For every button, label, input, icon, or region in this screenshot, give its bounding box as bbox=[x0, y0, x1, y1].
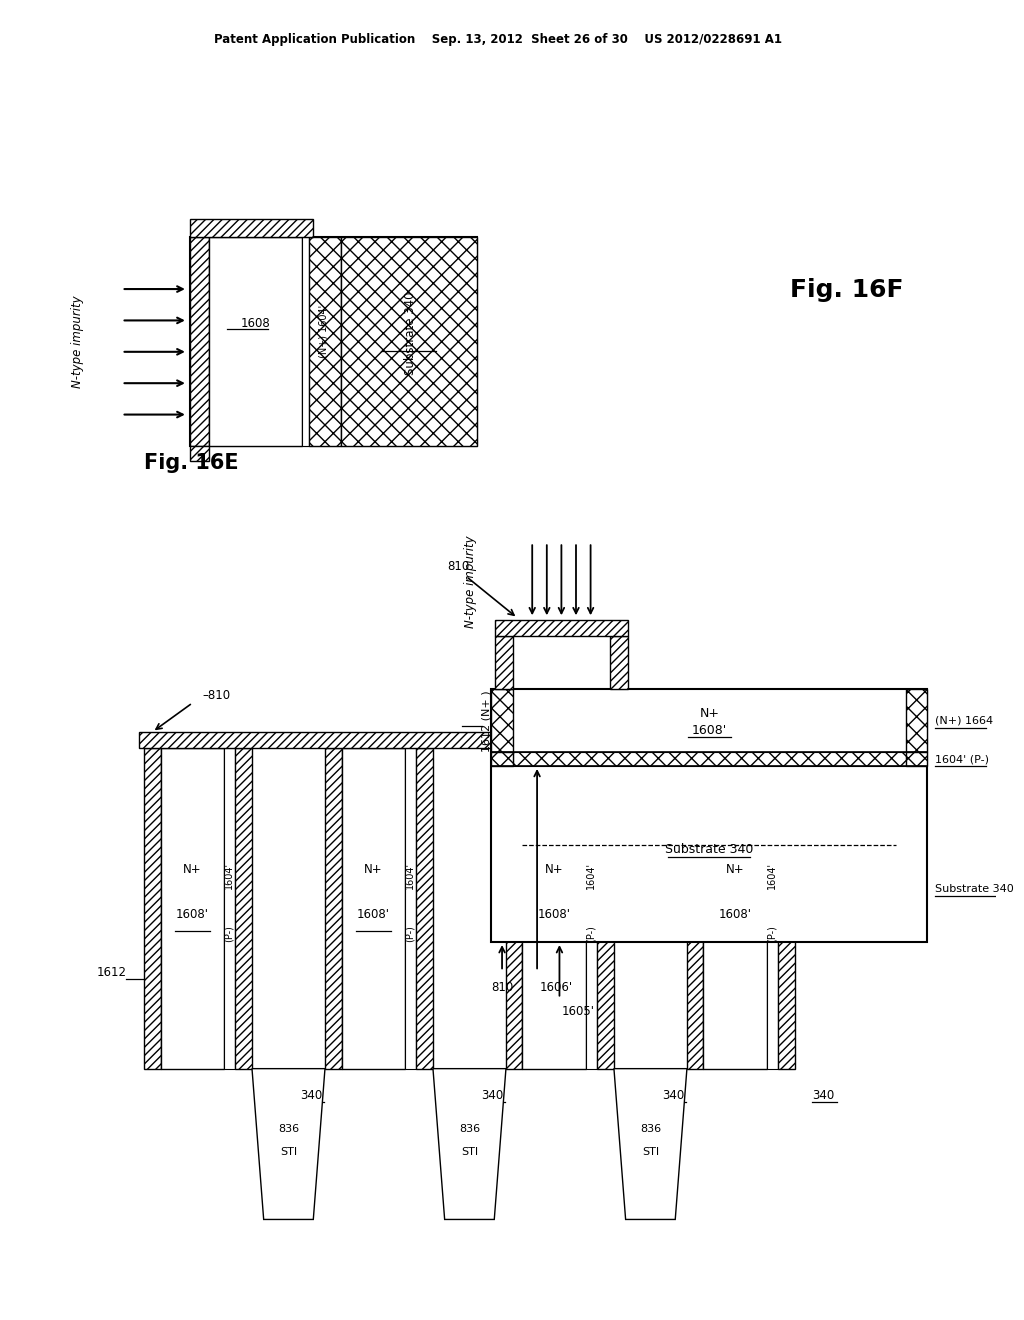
Bar bbox=[302, 236, 309, 446]
Bar bbox=[496, 620, 628, 636]
Text: N+: N+ bbox=[183, 863, 202, 876]
Text: 1604': 1604' bbox=[586, 862, 596, 890]
Bar bbox=[703, 747, 767, 1069]
Text: (N+) 1664: (N+) 1664 bbox=[935, 715, 993, 726]
Text: Patent Application Publication    Sep. 13, 2012  Sheet 26 of 30    US 2012/02286: Patent Application Publication Sep. 13, … bbox=[214, 33, 782, 46]
Text: 1608: 1608 bbox=[241, 317, 270, 330]
Bar bbox=[767, 747, 778, 1069]
Text: Substrate 340: Substrate 340 bbox=[666, 842, 754, 855]
Text: N+: N+ bbox=[545, 863, 563, 876]
Text: 1612: 1612 bbox=[96, 966, 127, 979]
Bar bbox=[506, 747, 522, 1069]
Text: 1608': 1608' bbox=[176, 908, 209, 921]
Bar bbox=[778, 747, 795, 1069]
Bar bbox=[209, 236, 302, 446]
Text: Fig. 16F: Fig. 16F bbox=[790, 279, 903, 302]
Text: Substrate 340: Substrate 340 bbox=[404, 292, 417, 375]
Text: (N+) 1604': (N+) 1604' bbox=[318, 305, 328, 358]
Text: STI: STI bbox=[280, 1147, 297, 1156]
Bar bbox=[610, 636, 628, 689]
Text: N-type impurity: N-type impurity bbox=[465, 535, 477, 627]
Text: (P-): (P-) bbox=[767, 925, 776, 942]
Text: Substrate 340: Substrate 340 bbox=[935, 884, 1014, 895]
Bar bbox=[139, 733, 800, 747]
Text: 1608': 1608' bbox=[538, 908, 570, 921]
Polygon shape bbox=[433, 1069, 506, 1220]
Polygon shape bbox=[252, 1069, 325, 1220]
Bar bbox=[309, 236, 341, 446]
Bar bbox=[224, 747, 236, 1069]
Text: 1612 (N+ ): 1612 (N+ ) bbox=[481, 690, 492, 751]
Bar bbox=[189, 219, 313, 236]
Text: 836: 836 bbox=[459, 1125, 480, 1134]
Bar bbox=[586, 747, 597, 1069]
Text: 836: 836 bbox=[640, 1125, 662, 1134]
Text: –810: –810 bbox=[203, 689, 230, 701]
Text: 836: 836 bbox=[278, 1125, 299, 1134]
Text: 810: 810 bbox=[447, 560, 469, 573]
Text: 1604': 1604' bbox=[223, 862, 233, 890]
Bar bbox=[144, 747, 161, 1069]
Bar bbox=[522, 747, 586, 1069]
Bar bbox=[417, 747, 433, 1069]
Bar bbox=[492, 689, 928, 942]
Bar bbox=[906, 689, 928, 752]
Text: 1608': 1608' bbox=[356, 908, 390, 921]
Bar bbox=[342, 747, 404, 1069]
Text: N-type impurity: N-type impurity bbox=[72, 296, 84, 388]
Text: 1608': 1608' bbox=[691, 725, 727, 737]
Text: STI: STI bbox=[642, 1147, 659, 1156]
Bar bbox=[341, 236, 477, 446]
Text: 1604': 1604' bbox=[404, 862, 415, 890]
Text: 340: 340 bbox=[812, 1089, 835, 1102]
Text: 1608': 1608' bbox=[719, 908, 752, 921]
Text: N+: N+ bbox=[699, 708, 719, 721]
Bar bbox=[492, 752, 513, 766]
Text: (P-): (P-) bbox=[586, 925, 596, 942]
Text: N+: N+ bbox=[726, 863, 744, 876]
Text: STI: STI bbox=[461, 1147, 478, 1156]
Bar bbox=[597, 747, 614, 1069]
Bar bbox=[236, 747, 252, 1069]
Text: 340: 340 bbox=[481, 1089, 504, 1102]
Bar bbox=[161, 747, 224, 1069]
Polygon shape bbox=[614, 1069, 687, 1220]
Text: 810: 810 bbox=[490, 981, 513, 994]
Bar bbox=[189, 446, 209, 461]
Text: 1604': 1604' bbox=[767, 862, 776, 890]
Bar bbox=[404, 747, 417, 1069]
Text: 1604' (P-): 1604' (P-) bbox=[935, 754, 989, 764]
Bar bbox=[496, 636, 513, 689]
Text: 1606': 1606' bbox=[540, 981, 573, 994]
Bar bbox=[325, 747, 342, 1069]
Text: 340: 340 bbox=[663, 1089, 684, 1102]
Text: 1605': 1605' bbox=[561, 1006, 594, 1019]
Bar bbox=[906, 752, 928, 766]
Bar bbox=[189, 236, 477, 446]
Text: Fig. 16E: Fig. 16E bbox=[144, 454, 239, 474]
Bar bbox=[687, 747, 703, 1069]
Bar bbox=[189, 236, 209, 446]
Bar bbox=[513, 752, 906, 766]
Text: (P-): (P-) bbox=[223, 925, 233, 942]
Text: (P-): (P-) bbox=[404, 925, 415, 942]
Bar bbox=[492, 689, 513, 752]
Text: 340: 340 bbox=[300, 1089, 323, 1102]
Text: N+: N+ bbox=[364, 863, 382, 876]
